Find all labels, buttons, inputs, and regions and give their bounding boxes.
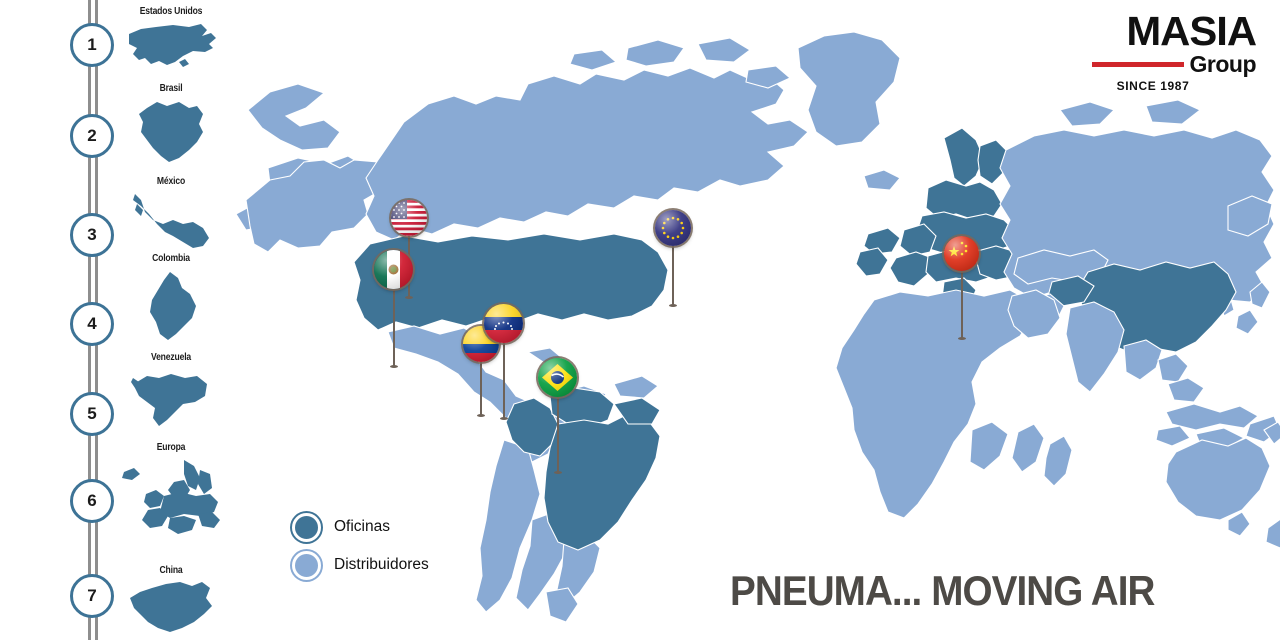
tagline: PNEUMA... MOVING AIR [730, 567, 1155, 614]
world-map [228, 0, 1280, 640]
region-oceania [1165, 421, 1280, 549]
flag-badge-ve [484, 304, 523, 343]
pin-base [389, 365, 398, 368]
logo-since-text: SINCE 1987 [1116, 79, 1190, 93]
flag-china-icon [944, 236, 979, 271]
pin-stick [556, 397, 559, 473]
pin-stick [960, 271, 963, 339]
region-south-america [475, 387, 661, 623]
country-shape-venezuela [112, 368, 230, 430]
country-timeline-sidebar: Estados Unidos 1 Brasil 2 México 3 Colom… [0, 0, 230, 640]
timeline-label: Estados Unidos [139, 6, 203, 17]
timeline-label: Colombia [152, 253, 190, 264]
legend-label-oficinas: Oficinas [334, 518, 390, 535]
pin-stick [480, 362, 482, 416]
map-pin-china[interactable] [944, 236, 979, 340]
timeline-label: China [159, 565, 183, 576]
pin-stick [672, 246, 674, 306]
logo-group-word: Group [1189, 50, 1257, 77]
timeline-number[interactable]: 6 [70, 479, 114, 523]
world-map-svg [228, 0, 1280, 640]
timeline-label: México [156, 176, 186, 187]
flag-brazil-icon [538, 358, 577, 397]
flag-mexico-icon [374, 250, 413, 289]
pin-base [405, 296, 413, 299]
map-pin-venezuela[interactable] [484, 304, 523, 420]
region-africa [835, 289, 1073, 519]
flag-venezuela-icon [484, 304, 523, 343]
map-pin-brazil[interactable] [538, 358, 577, 474]
country-colombia [505, 397, 559, 457]
flag-badge-br [538, 358, 577, 397]
country-shape-china [112, 578, 230, 636]
legend-dot-distributor [292, 550, 321, 580]
legend-dot-office [292, 512, 321, 542]
map-pin-europe[interactable] [655, 210, 691, 307]
country-shape-brazil [112, 96, 230, 168]
timeline-label: Venezuela [150, 352, 192, 363]
pin-base [477, 414, 485, 417]
country-shape-colombia [112, 268, 230, 344]
timeline-label: Europa [156, 442, 186, 453]
logo-red-bar [1091, 61, 1184, 67]
legend-item-oficinas[interactable]: Oficinas [292, 508, 429, 546]
map-pin-mexico[interactable] [374, 250, 413, 368]
flag-european-union-icon [655, 210, 691, 246]
timeline-number[interactable]: 1 [70, 23, 114, 67]
country-shape-europe [112, 456, 230, 542]
flag-badge-cn [944, 236, 979, 271]
timeline-number[interactable]: 3 [70, 213, 114, 257]
country-shape-mexico [112, 190, 230, 256]
pin-base [669, 304, 677, 307]
map-legend: Oficinas Distribuidores [292, 508, 429, 584]
country-usa [353, 233, 669, 331]
region-north-america [235, 31, 901, 253]
legend-label-distribuidores: Distribuidores [334, 556, 429, 573]
timeline-number[interactable]: 5 [70, 392, 114, 436]
timeline-number[interactable]: 2 [70, 114, 114, 158]
timeline-number[interactable]: 4 [70, 302, 114, 346]
pin-base [553, 471, 562, 474]
flag-us-icon [391, 200, 427, 236]
flag-badge-eu [655, 210, 691, 246]
pin-stick [392, 289, 395, 367]
country-shape-usa [112, 18, 230, 74]
legend-item-distribuidores[interactable]: Distribuidores [292, 546, 429, 584]
flag-badge-us [391, 200, 427, 236]
logo-brand-name: MASIA [1126, 8, 1257, 54]
timeline-label: Brasil [159, 83, 183, 94]
masia-group-logo: MASIA Group SINCE 1987 [1066, 10, 1257, 93]
flag-badge-mx [374, 250, 413, 289]
region-russia-asia [999, 99, 1275, 335]
pin-base [499, 417, 508, 420]
timeline-number[interactable]: 7 [70, 574, 114, 618]
pin-stick [502, 343, 505, 419]
pin-base [957, 337, 966, 340]
